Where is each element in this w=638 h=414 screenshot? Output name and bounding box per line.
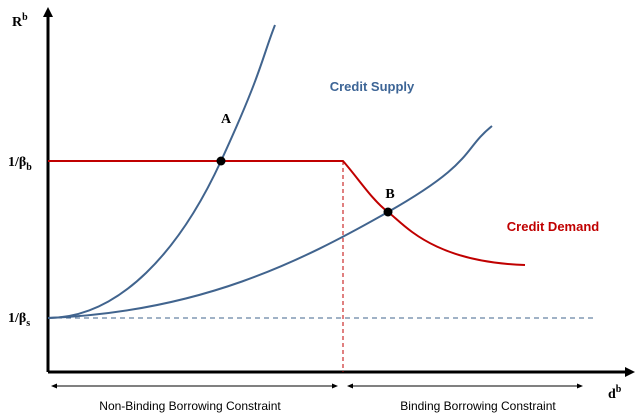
level-label: 1/βb [8, 155, 32, 173]
y-axis-label: Rb [12, 12, 28, 30]
label-sub: s [26, 318, 30, 329]
label-sup: b [616, 384, 622, 395]
label-sub: b [26, 162, 32, 173]
point-label: B [385, 187, 394, 202]
x-axis-label: db [608, 384, 622, 402]
label-base: 1/β [8, 311, 26, 326]
range-label: Non-Binding Borrowing Constraint [99, 399, 281, 413]
point [383, 207, 393, 217]
point-label: A [221, 112, 232, 127]
curve-label: Credit Demand [507, 219, 600, 234]
label-sup: b [22, 12, 28, 23]
point [216, 156, 226, 166]
supply-curve [47, 24, 276, 319]
label-base: R [12, 15, 23, 30]
curve-label: Credit Supply [330, 79, 415, 94]
level-label: 1/βs [8, 311, 30, 329]
label-base: d [608, 387, 616, 402]
demand-curve [48, 160, 526, 266]
range-label: Binding Borrowing Constraint [400, 399, 556, 413]
supply-curve [47, 125, 493, 319]
label-base: 1/β [8, 155, 26, 170]
